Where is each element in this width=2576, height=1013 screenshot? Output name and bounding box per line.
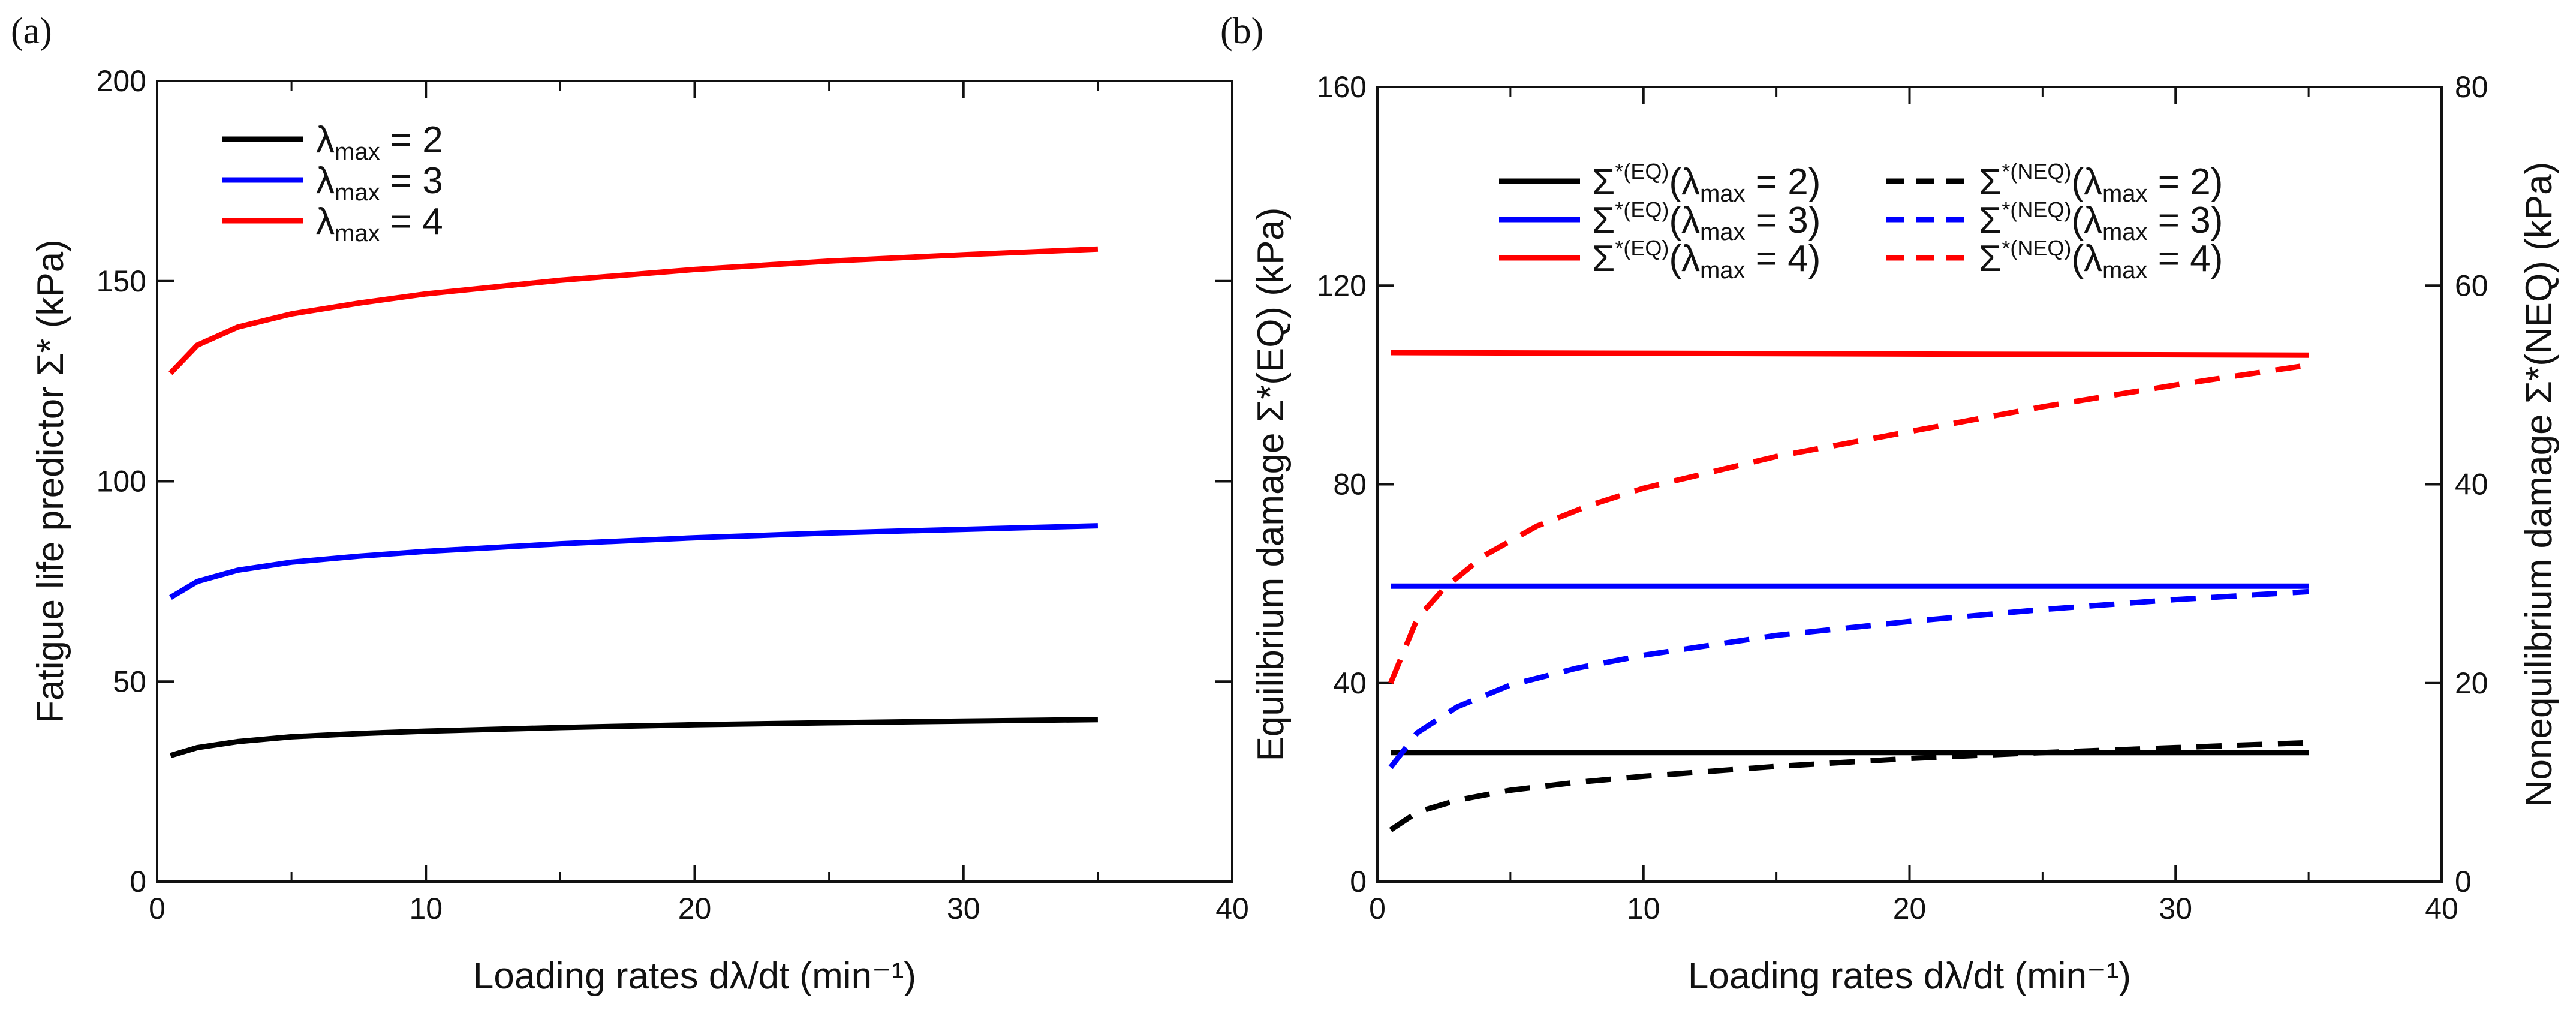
b-legend-label-post: = 4) (2148, 238, 2223, 279)
b-legend-label-sub: max (2102, 219, 2148, 245)
a-x-tick-label: 10 (409, 892, 443, 925)
b-y-tick-label: 80 (1333, 468, 1367, 501)
panel-b: (b)0 10 20 30 4004080120160020406080Loading … (1220, 11, 2560, 997)
b-legend-label-sup: *(EQ) (1615, 236, 1669, 260)
b-legend-label-mid: (λ (1669, 200, 1700, 241)
b-x-axis-title: Loading rates dλ/dt (min⁻¹) (1688, 955, 2131, 997)
b-legend-label-sub: max (2102, 181, 2148, 207)
b-legend-label-base: Σ (1592, 200, 1615, 241)
a-x-axis-title: Loading rates dλ/dt (min⁻¹) (473, 955, 916, 997)
b-y-tick-label: 160 (1317, 70, 1367, 104)
panel-a: (a) 0 10 20 30 40 0 50 100 150 200 Loading rates dλ… (11, 11, 1249, 997)
b-x-tick-label: 30 (2159, 892, 2192, 925)
b-y2-tick-label: 0 (2455, 865, 2472, 898)
a-legend-label-post: = 2 (380, 119, 443, 161)
b-series-line (1389, 740, 2309, 832)
b-y2-tick-label: 60 (2455, 269, 2488, 302)
b-series-line (1388, 588, 2309, 769)
b-series-line (1388, 362, 2309, 684)
b-legend-label-post: = 3) (1746, 200, 1821, 241)
a-legend-label-post: = 3 (380, 160, 443, 202)
b-y2-tick-label: 20 (2455, 666, 2488, 700)
b-x-tick-label: 10 (1627, 892, 1660, 925)
a-series-line (168, 246, 1099, 375)
b-legend-label-post: = 2) (2148, 161, 2223, 203)
b-y-tick-label: 0 (1350, 865, 1367, 898)
b-legend-label-post: = 2) (1746, 161, 1821, 203)
a-legend-label-base: λ (316, 201, 335, 242)
a-y-tick-label: 0 (130, 865, 146, 898)
b-legend-label-sup: *(NEQ) (2002, 197, 2071, 222)
a-y-tick-label: 200 (97, 64, 146, 98)
b-legend-label-mid: (λ (2071, 238, 2102, 279)
b-legend-label-mid: (λ (2071, 200, 2102, 241)
b-plot-frame (1376, 86, 2443, 883)
b-x-tick-label: 20 (1893, 892, 1927, 925)
b-legend-label-post: = 4) (1746, 238, 1821, 279)
b-y-tick-label: 120 (1317, 269, 1367, 302)
b-legend-label-base: Σ (1592, 161, 1615, 203)
a-legend-label-base: λ (316, 160, 335, 202)
b-y-axis-title: Equilibrium damage Σ*(EQ) (kPa) (1250, 208, 1292, 762)
b-legend-label: Σ*(NEQ)(λmax = 3) (1979, 197, 2223, 245)
a-series-line (170, 717, 1098, 759)
b-legend-label-sub: max (1700, 257, 1746, 284)
a-legend-label-sub: max (335, 179, 380, 206)
b-legend-label-base: Σ (1979, 238, 2002, 279)
b-x-tick-label: 0 (1369, 892, 1386, 925)
a-series-line (169, 523, 1099, 600)
a-legend-label-post: = 4 (380, 201, 443, 242)
a-x-tick-label: 40 (1215, 892, 1249, 925)
panel-label-a: (a) (11, 11, 52, 52)
a-legend-label: λmax = 2 (316, 119, 443, 165)
a-legend-label-sub: max (335, 139, 380, 165)
b-legend-label: Σ*(EQ)(λmax = 3) (1592, 197, 1820, 245)
b-legend-label-sub: max (1700, 219, 1746, 245)
b-legend-label: Σ*(NEQ)(λmax = 2) (1979, 159, 2223, 207)
b-legend-label: Σ*(EQ)(λmax = 2) (1592, 159, 1820, 207)
b-y2-axis-title: Nonequilibrium damage Σ*(NEQ) (kPa) (2518, 162, 2560, 807)
a-legend-label-base: λ (316, 119, 335, 161)
b-legend-label-mid: (λ (1669, 161, 1700, 203)
b-series-line (1391, 350, 2309, 358)
a-legend-label: λmax = 3 (316, 160, 443, 206)
b-y2-tick-label: 80 (2455, 70, 2488, 104)
a-legend-label: λmax = 4 (316, 201, 443, 247)
a-x-tick-label: 30 (947, 892, 980, 925)
b-legend-label-sup: *(NEQ) (2002, 236, 2071, 260)
b-legend-label: Σ*(EQ)(λmax = 4) (1592, 236, 1820, 284)
b-legend-label-sub: max (1700, 181, 1746, 207)
a-x-tick-label: 20 (678, 892, 712, 925)
b-legend-label: Σ*(NEQ)(λmax = 4) (1979, 236, 2223, 284)
b-legend-label-mid: (λ (2071, 161, 2102, 203)
b-legend-label-mid: (λ (1669, 238, 1700, 279)
b-y-tick-label: 40 (1333, 666, 1367, 700)
a-y-tick-label: 150 (97, 264, 146, 298)
b-legend-label-sup: *(EQ) (1615, 159, 1669, 184)
b-legend-label-base: Σ (1592, 238, 1615, 279)
b-legend-label-sup: *(NEQ) (2002, 159, 2071, 184)
a-y-tick-label: 50 (113, 665, 146, 698)
b-y2-tick-label: 40 (2455, 468, 2488, 501)
b-legend-label-sup: *(EQ) (1615, 197, 1669, 222)
b-legend-label-sub: max (2102, 257, 2148, 284)
a-y-tick-label: 100 (97, 465, 146, 498)
a-x-tick-label: 0 (149, 892, 165, 925)
b-legend-label-base: Σ (1979, 161, 2002, 203)
b-legend-label-base: Σ (1979, 200, 2002, 241)
a-legend-label-sub: max (335, 220, 380, 247)
a-y-axis-title: Fatigue life predictor Σ* (kPa) (30, 239, 71, 723)
b-x-tick-label: 40 (2425, 892, 2458, 925)
b-legend-label-post: = 3) (2148, 200, 2223, 241)
panel-label-b: (b) (1220, 11, 1263, 52)
